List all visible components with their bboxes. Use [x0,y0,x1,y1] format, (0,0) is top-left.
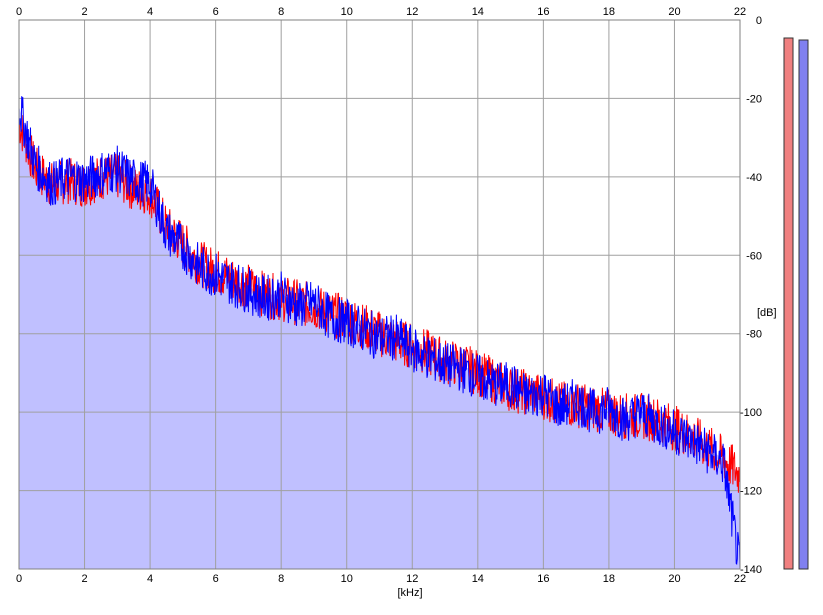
x-axis-label: [kHz] [397,587,422,599]
x-tick-label-bottom: 0 [16,573,22,585]
x-tick-label-top: 12 [406,6,418,18]
y-tick-label: -140 [740,564,762,576]
x-tick-label-top: 22 [734,6,746,18]
x-tick-label-bottom: 16 [537,573,549,585]
x-tick-label-top: 6 [213,6,219,18]
y-tick-label: -60 [746,250,762,262]
series-line-1 [18,96,741,570]
x-tick-label-bottom: 2 [81,573,87,585]
x-tick-label-top: 10 [341,6,353,18]
y-tick-label: -40 [746,172,762,184]
level-meters [783,37,809,570]
level-meter-r [798,39,809,570]
x-tick-label-top: 20 [668,6,680,18]
y-tick-label: -120 [740,486,762,498]
level-meter-l [783,37,794,570]
spectrum-fill-area [19,106,740,570]
x-tick-label-top: 8 [278,6,284,18]
y-tick-labels: 0 -20 -40 -60 -80 -100 -120 -140 [740,15,762,576]
y-tick-label: -100 [740,407,762,419]
x-tick-label-bottom: 10 [341,573,353,585]
y-tick-label: -80 [746,329,762,341]
y-tick-label: 0 [756,15,762,27]
plot-frame [18,19,741,570]
x-tick-label-bottom: 20 [668,573,680,585]
x-tick-label-bottom: 8 [278,573,284,585]
x-tick-label-bottom: 12 [406,573,418,585]
x-tick-label-bottom: 4 [147,573,153,585]
x-tick-label-top: 18 [603,6,615,18]
y-axis-label: [dB] [757,307,777,319]
x-tick-label-bottom: 22 [734,573,746,585]
x-tick-label-top: 4 [147,6,153,18]
plot-frame-layer [18,19,741,570]
x-tick-label-top: 14 [472,6,484,18]
x-tick-label-bottom: 6 [213,573,219,585]
spectrum-fill-layer [19,106,740,570]
x-tick-label-top: 16 [537,6,549,18]
x-tick-label-top: 0 [16,6,22,18]
series-layer [18,96,741,570]
y-tick-label: -20 [746,93,762,105]
x-tick-label-top: 2 [81,6,87,18]
x-tick-label-bottom: 14 [472,573,484,585]
x-tick-label-bottom: 18 [603,573,615,585]
